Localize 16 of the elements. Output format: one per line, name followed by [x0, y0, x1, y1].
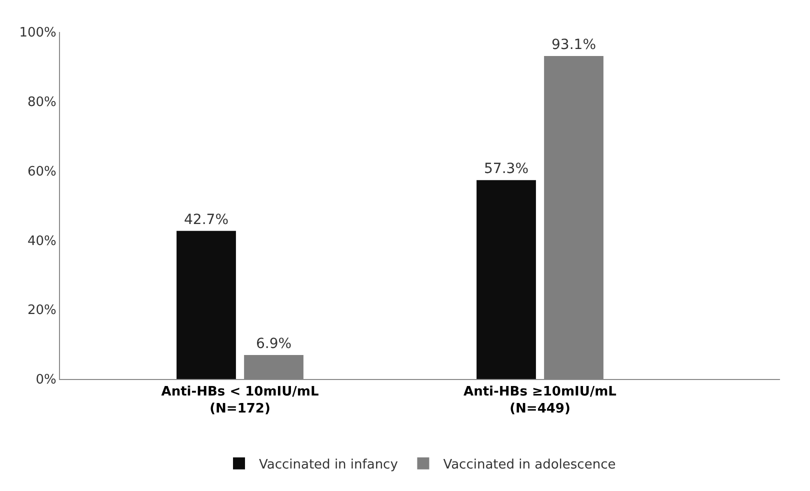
data-label: 6.9% — [256, 336, 292, 352]
x-tick-label: Anti-HBs ≥10mIU/mL (N=449) — [464, 384, 616, 416]
y-tick-label: 40% — [27, 234, 56, 249]
bar — [176, 230, 236, 379]
y-tick-label: 20% — [27, 303, 56, 318]
data-label: 93.1% — [552, 36, 596, 53]
legend-label: Vaccinated in adolescence — [443, 457, 616, 472]
y-tick-label: 100% — [19, 26, 56, 41]
data-label: 57.3% — [484, 161, 528, 178]
y-tick-label: 0% — [36, 372, 56, 388]
y-tick-label: 60% — [27, 164, 56, 180]
bar — [476, 180, 536, 379]
data-label: 42.7% — [184, 212, 228, 228]
x-tick-label: Anti-HBs < 10mIU/mL (N=172) — [161, 384, 319, 416]
y-tick-label: 80% — [27, 94, 56, 110]
legend-label: Vaccinated in infancy — [259, 457, 398, 472]
